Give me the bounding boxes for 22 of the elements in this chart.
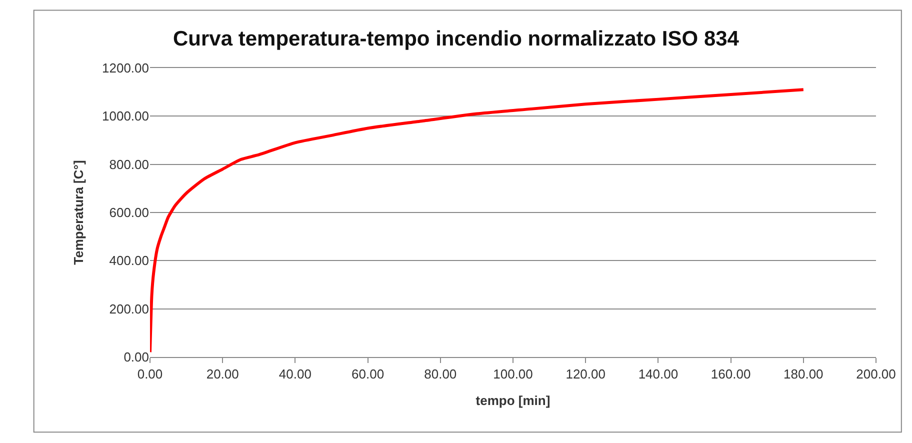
x-tick-label: 180.00 bbox=[784, 366, 824, 382]
x-tick-label: 60.00 bbox=[352, 366, 384, 382]
y-axis-title: Temperatura [C°] bbox=[70, 160, 86, 265]
chart-title: Curva temperatura-tempo incendio normalizzato ISO 834 bbox=[173, 28, 740, 51]
x-tick-label: 80.00 bbox=[424, 366, 457, 382]
x-tick-label: 120.00 bbox=[566, 366, 606, 382]
y-tick-label: 0.00 bbox=[124, 350, 149, 365]
y-tick-label: 800.00 bbox=[109, 156, 149, 172]
x-axis-title: tempo [min] bbox=[476, 393, 550, 408]
x-tick-label: 20.00 bbox=[206, 366, 239, 382]
x-tick-label: 140.00 bbox=[638, 366, 678, 382]
x-tick-label: 100.00 bbox=[493, 366, 533, 382]
x-tick-label: 200.00 bbox=[856, 366, 896, 382]
y-tick-label: 400.00 bbox=[109, 253, 149, 268]
y-tick-label: 600.00 bbox=[109, 205, 149, 220]
x-tick-label: 40.00 bbox=[278, 366, 312, 382]
x-tick-label: 0.00 bbox=[137, 366, 163, 382]
y-tick-label: 1200.00 bbox=[102, 60, 149, 76]
x-tick-label: 160.00 bbox=[710, 366, 751, 382]
y-tick-label: 1000.00 bbox=[102, 108, 149, 124]
y-tick-label: 200.00 bbox=[109, 301, 149, 316]
line-series bbox=[150, 88, 805, 354]
